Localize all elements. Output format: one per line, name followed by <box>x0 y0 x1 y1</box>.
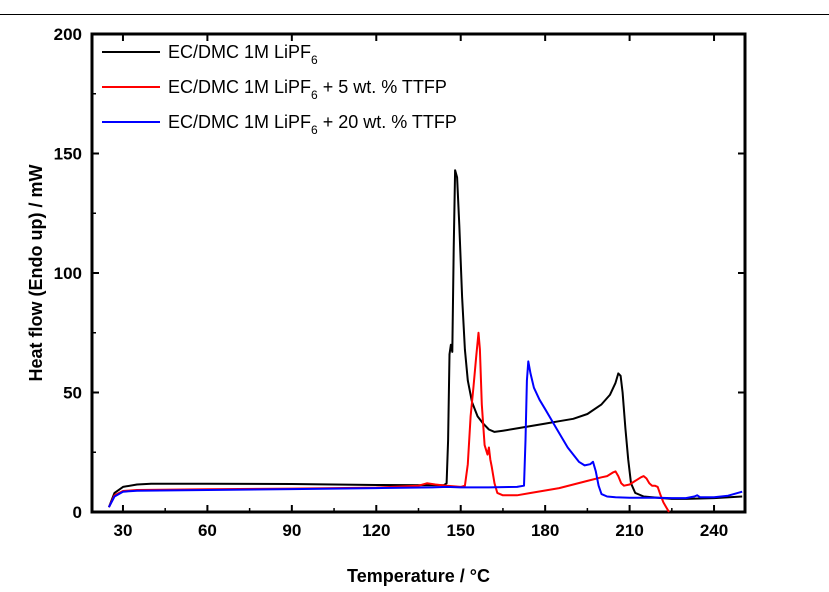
legend-label-2: EC/DMC 1M LiPF6 + 5 wt. % TTFP <box>168 77 447 102</box>
y-tick-label: 0 <box>73 503 82 522</box>
top-rule <box>0 14 829 15</box>
plot-frame <box>90 32 747 514</box>
x-tick-label: 30 <box>114 521 133 540</box>
y-tick-label: 200 <box>54 25 82 44</box>
x-tick-label: 120 <box>362 521 390 540</box>
x-tick-label: 240 <box>700 521 728 540</box>
legend: EC/DMC 1M LiPF6 EC/DMC 1M LiPF6 + 5 wt. %… <box>102 42 457 137</box>
series-line-3 <box>108 360 743 508</box>
y-tick-label: 100 <box>54 264 82 283</box>
legend-label-1: EC/DMC 1M LiPF6 <box>168 42 318 67</box>
x-tick-label: 60 <box>198 521 217 540</box>
legend-label-3: EC/DMC 1M LiPF6 + 20 wt. % TTFP <box>168 112 457 137</box>
x-tick-label: 210 <box>615 521 643 540</box>
series-line-2 <box>107 331 670 513</box>
series-line-1 <box>107 169 743 508</box>
x-axis-title: Temperature / °C <box>347 566 490 586</box>
series-lines <box>107 169 743 513</box>
x-tick-label: 180 <box>531 521 559 540</box>
x-tick-label: 90 <box>282 521 301 540</box>
y-tick-label: 150 <box>54 145 82 164</box>
y-tick-label: 50 <box>63 384 82 403</box>
axis-ticks: 30 60 90 120 150 180 210 240 0 50 100 150 200 <box>54 25 745 540</box>
y-axis-title: Heat flow (Endo up) / mW <box>26 165 46 382</box>
x-tick-label: 150 <box>447 521 475 540</box>
